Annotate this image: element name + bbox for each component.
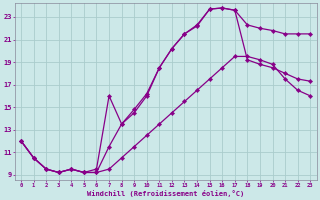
X-axis label: Windchill (Refroidissement éolien,°C): Windchill (Refroidissement éolien,°C) [87,190,244,197]
